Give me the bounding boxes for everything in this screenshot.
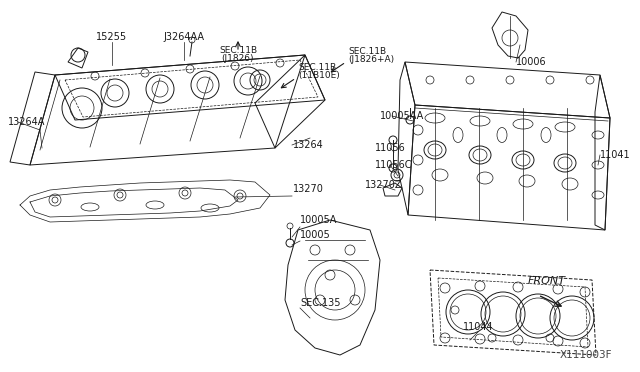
Text: 13270: 13270 [293,184,324,194]
Text: 11044: 11044 [463,322,493,332]
Text: 15255: 15255 [97,32,127,42]
Text: 11056: 11056 [375,143,406,153]
Text: SEC.11B: SEC.11B [298,63,336,72]
Text: (11B10E): (11B10E) [298,71,340,80]
Text: 10006: 10006 [516,57,547,67]
Text: 11056C: 11056C [375,160,413,170]
Text: 11041: 11041 [600,150,630,160]
Text: 10005A: 10005A [300,215,337,225]
Text: 10005: 10005 [300,230,331,240]
Text: SEC.11B: SEC.11B [348,47,386,56]
Text: 13270Z: 13270Z [365,180,403,190]
Text: (J1826): (J1826) [221,54,254,63]
Text: SEC.11B: SEC.11B [219,46,257,55]
Text: FRONT: FRONT [528,276,566,286]
Text: (J1826+A): (J1826+A) [348,55,394,64]
Text: 13264A: 13264A [8,117,45,127]
Text: SEC.135: SEC.135 [300,298,340,308]
Text: 13264: 13264 [293,140,324,150]
Text: 10005AA: 10005AA [380,111,424,121]
Text: J3264AA: J3264AA [163,32,205,42]
Text: X111003F: X111003F [560,350,612,360]
